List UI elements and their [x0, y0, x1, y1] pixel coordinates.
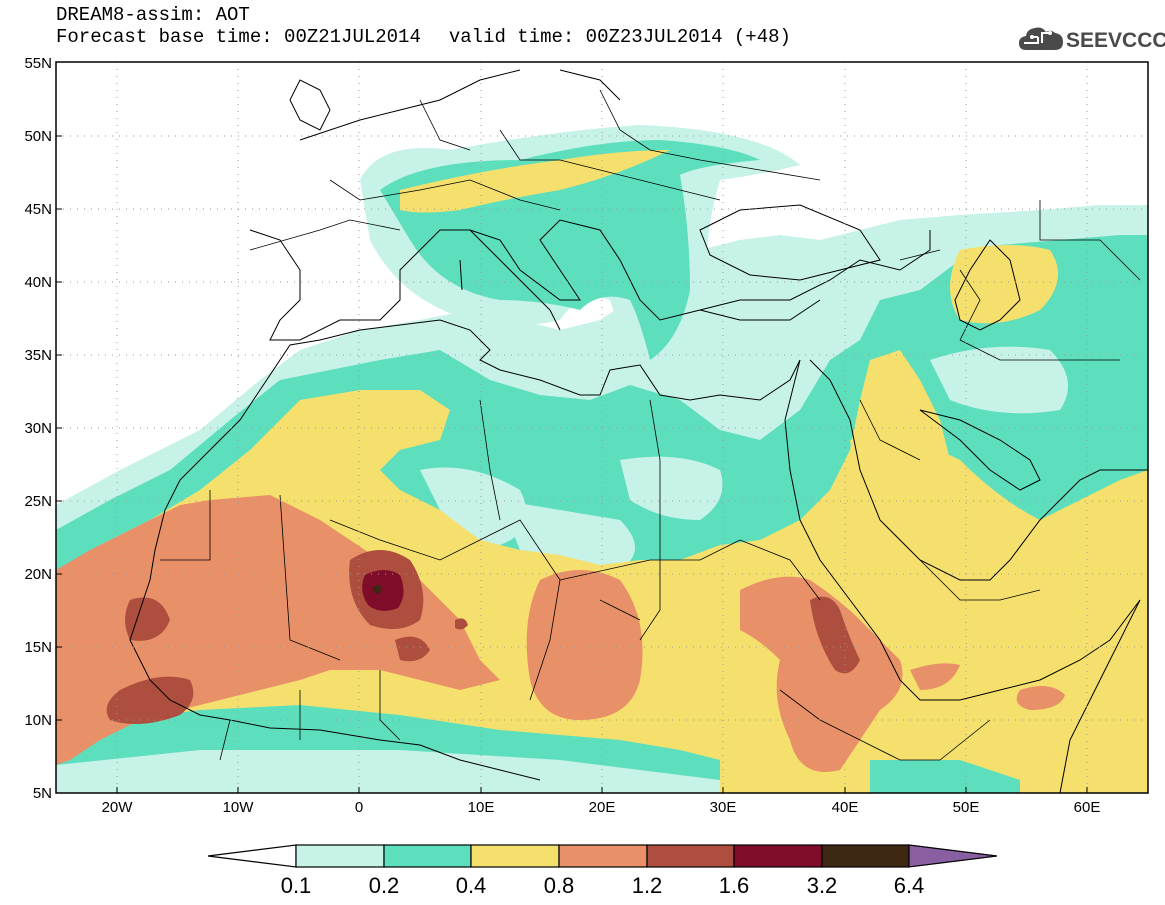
seevccc-logo: SEEVCCC [1018, 24, 1165, 54]
contour-3.2 [372, 585, 382, 594]
colorbar-segment [646, 844, 735, 868]
base-time-text: Forecast base time: 00Z21JUL2014 [56, 26, 421, 48]
lon-label: 30E [710, 799, 737, 816]
coastline-north-europe [299, 69, 621, 141]
colorbar-label: 1.6 [719, 873, 750, 898]
lat-label: 15N [24, 639, 52, 656]
colorbar-label: 0.1 [281, 873, 312, 898]
lon-label: 20E [589, 799, 616, 816]
colorbar-segment [207, 844, 297, 868]
map-subtitle: Forecast base time: 00Z21JUL2014 valid ti… [56, 26, 791, 48]
lon-label: 60E [1074, 799, 1101, 816]
grid-lines [56, 62, 1148, 793]
colorbar-segment [821, 844, 910, 868]
coastline-black-sea [699, 204, 881, 281]
lat-label: 30N [24, 420, 52, 437]
coastline-britain [289, 79, 331, 131]
colorbar-segment [733, 844, 823, 868]
valid-time-text: valid time: 00Z23JUL2014 (+48) [448, 26, 791, 48]
lon-label: 20W [102, 799, 134, 816]
colorbar-segment [470, 844, 560, 868]
coastline-europe [249, 219, 931, 341]
lat-label: 40N [24, 274, 52, 291]
lat-label: 10N [24, 712, 52, 729]
colorbar-label: 1.2 [632, 873, 663, 898]
title-text: DREAM8-assim: AOT [56, 4, 250, 26]
coastline-italy [459, 229, 561, 331]
lat-label: 20N [24, 566, 52, 583]
lon-labels: 20W 10W 0 10E 20E 30E 40E 50E 60E [102, 799, 1101, 816]
coastline-red-sea [784, 359, 1141, 701]
lat-label: 50N [24, 128, 52, 145]
coastline-persian-gulf [919, 409, 1041, 491]
coastline-africa-north [199, 319, 801, 461]
colorbar-segment [558, 844, 648, 868]
contour-1.6 [362, 570, 404, 611]
colorbar-label: 0.8 [544, 873, 575, 898]
lat-labels: 55N 50N 45N 40N 35N 30N 25N 20N 15N 10N … [24, 55, 52, 802]
map-title: DREAM8-assim: AOT [56, 4, 250, 26]
coastlines [129, 69, 1148, 793]
coastline-somalia [1059, 599, 1141, 793]
colorbar-label: 6.4 [894, 873, 925, 898]
lon-label: 10W [223, 799, 255, 816]
lon-label: 10E [468, 799, 495, 816]
coastline-caspian [954, 239, 1021, 331]
colorbar-label: 3.2 [807, 873, 838, 898]
lat-label: 35N [24, 347, 52, 364]
colorbar-segment [908, 844, 998, 868]
lon-label: 40E [832, 799, 859, 816]
colorbar-segment [295, 844, 385, 868]
logo-text: SEEVCCC [1066, 29, 1165, 52]
country-borders [160, 89, 1141, 761]
cloud-icon [1019, 27, 1063, 50]
lon-label: 0 [355, 799, 363, 816]
lat-label: 25N [24, 493, 52, 510]
coastline-anatolia [699, 299, 821, 321]
colorbar-label: 0.4 [456, 873, 487, 898]
colorbar-label: 0.2 [369, 873, 400, 898]
axis-ticks [56, 61, 1088, 794]
lat-label: 45N [24, 201, 52, 218]
lat-label: 5N [33, 785, 52, 802]
colorbar-segment [383, 844, 472, 868]
coastline-africa-west [129, 459, 541, 781]
coastline-arabia [809, 359, 1148, 581]
colorbar-labels: 0.1 0.2 0.4 0.8 1.2 1.6 3.2 6.4 [281, 873, 925, 898]
contour-1.2 [125, 597, 170, 641]
lat-label: 55N [24, 55, 52, 72]
aot-contours [56, 125, 1148, 793]
lon-label: 50E [953, 799, 980, 816]
colorbar [207, 844, 998, 868]
